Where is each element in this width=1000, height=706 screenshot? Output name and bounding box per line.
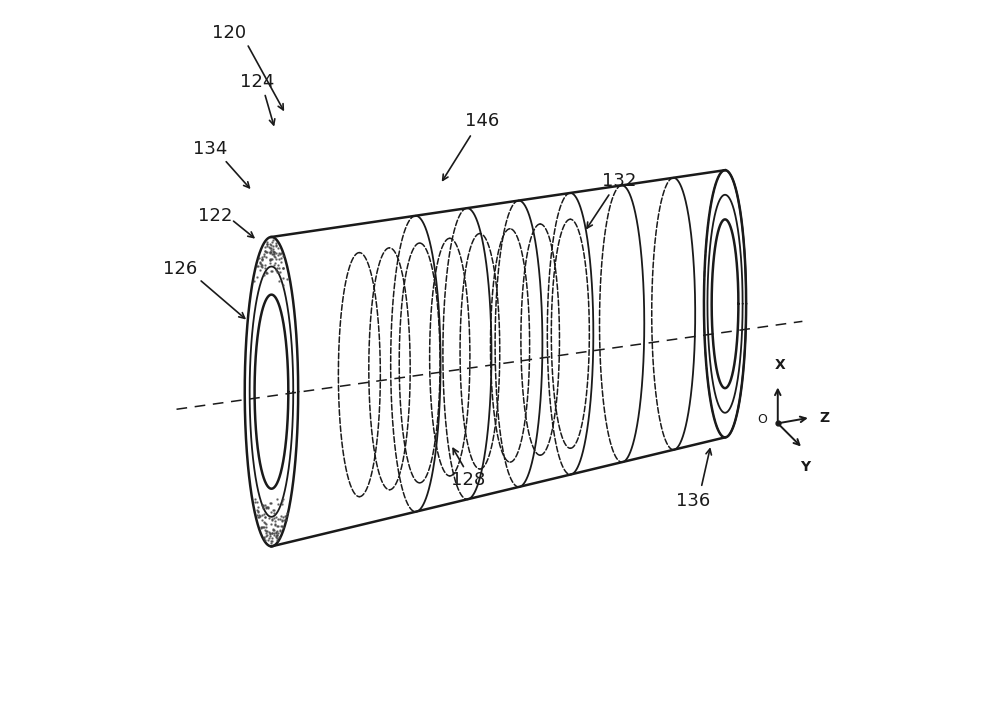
Text: X: X: [775, 358, 785, 372]
Text: Y: Y: [800, 460, 810, 474]
Text: 120: 120: [212, 24, 246, 42]
Text: 134: 134: [193, 140, 227, 158]
Text: O: O: [757, 413, 767, 426]
Text: 126: 126: [163, 260, 197, 277]
Text: 122: 122: [198, 207, 232, 225]
Text: 124: 124: [240, 73, 275, 91]
Text: 128: 128: [451, 471, 485, 489]
Text: 146: 146: [465, 112, 500, 130]
Text: 136: 136: [676, 491, 711, 510]
Text: 132: 132: [602, 172, 637, 190]
Text: Z: Z: [819, 410, 829, 424]
